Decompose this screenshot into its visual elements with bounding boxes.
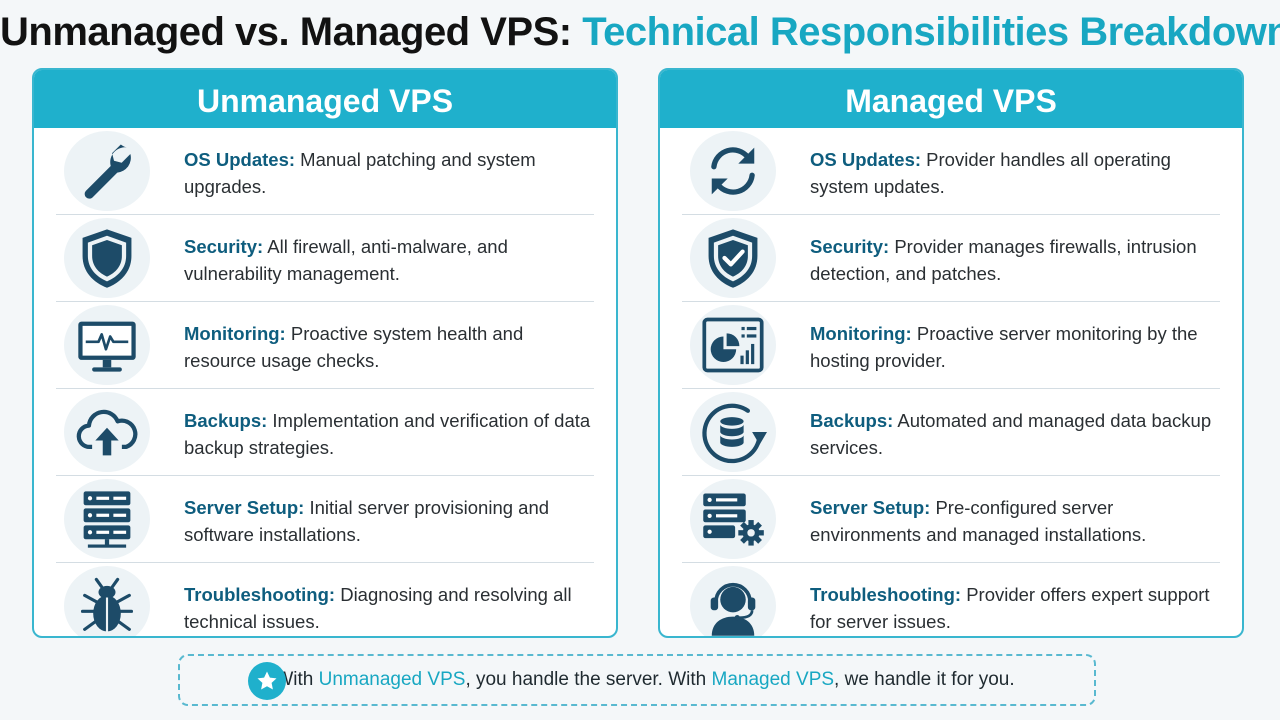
row-description: Initial server provisioning and software… <box>184 497 550 545</box>
row-title: OS Updates: <box>810 149 922 170</box>
row-title: Server Setup: <box>184 497 305 518</box>
row-title: Backups: <box>184 410 268 431</box>
dashboard-chart-icon <box>690 305 776 385</box>
page-title: Unmanaged vs. Managed VPS: Technical Res… <box>0 10 1280 55</box>
responsibility-row: Troubleshooting: Diagnosing and resolvin… <box>56 563 594 636</box>
server-rack-icon <box>64 479 150 559</box>
responsibility-row: Troubleshooting: Provider offers expert … <box>682 563 1220 636</box>
row-description: Manual patching and system upgrades. <box>184 149 536 197</box>
managed-panel: Managed VPS OS Updates: Provider handles… <box>658 68 1244 638</box>
star-icon <box>248 662 286 700</box>
responsibility-row: OS Updates: Manual patching and system u… <box>56 128 594 215</box>
row-title: Monitoring: <box>810 323 912 344</box>
unmanaged-panel: Unmanaged VPS OS Updates: Manual patchin… <box>32 68 618 638</box>
shield-check-icon <box>690 218 776 298</box>
row-description: Provider handles all operating system up… <box>810 149 1171 197</box>
responsibility-row: Security: All firewall, anti-malware, an… <box>56 215 594 302</box>
support-headset-icon <box>690 566 776 636</box>
summary-managed: Managed VPS <box>711 669 835 690</box>
row-title: Server Setup: <box>810 497 931 518</box>
row-description: Diagnosing and resolving all technical i… <box>184 584 572 632</box>
summary-middle: , you handle the server. With <box>465 669 707 690</box>
sync-arrows-icon <box>690 131 776 211</box>
responsibility-row: Monitoring: Proactive system health and … <box>56 302 594 389</box>
responsibility-row: Server Setup: Initial server provisionin… <box>56 476 594 563</box>
row-description: Proactive system health and resource usa… <box>184 323 524 371</box>
row-title: Monitoring: <box>184 323 286 344</box>
row-description: Implementation and verification of data … <box>184 410 591 458</box>
summary-unmanaged: Unmanaged VPS <box>318 669 466 690</box>
database-refresh-icon <box>690 392 776 472</box>
row-description: Proactive server monitoring by the hosti… <box>810 323 1198 371</box>
responsibility-row: Security: Provider manages firewalls, in… <box>682 215 1220 302</box>
responsibility-row: Monitoring: Proactive server monitoring … <box>682 302 1220 389</box>
row-title: Troubleshooting: <box>810 584 962 605</box>
wrench-icon <box>64 131 150 211</box>
server-gear-icon <box>690 479 776 559</box>
row-description: Provider offers expert support for serve… <box>810 584 1210 632</box>
cloud-upload-icon <box>64 392 150 472</box>
row-title: Backups: <box>810 410 894 431</box>
title-part-1: Unmanaged vs. Managed VPS: <box>0 10 572 54</box>
row-description: Automated and managed data backup servic… <box>810 410 1212 458</box>
title-part-2: Technical Responsibilities Breakdown <box>582 10 1280 54</box>
row-title: Security: <box>184 236 264 257</box>
row-title: Security: <box>810 236 890 257</box>
managed-header: Managed VPS <box>660 70 1242 128</box>
summary-suffix: , we handle it for you. <box>834 669 1015 690</box>
responsibility-row: Backups: Automated and managed data back… <box>682 389 1220 476</box>
shield-icon <box>64 218 150 298</box>
responsibility-row: Server Setup: Pre-configured server envi… <box>682 476 1220 563</box>
row-description: All firewall, anti-malware, and vulnerab… <box>184 236 508 284</box>
row-title: Troubleshooting: <box>184 584 336 605</box>
monitor-heartbeat-icon <box>64 305 150 385</box>
bug-icon <box>64 566 150 636</box>
unmanaged-header: Unmanaged VPS <box>34 70 616 128</box>
row-description: Provider manages firewalls, intrusion de… <box>810 236 1197 284</box>
responsibility-row: Backups: Implementation and verification… <box>56 389 594 476</box>
row-description: Pre-configured server environments and m… <box>810 497 1147 545</box>
summary-banner: With Unmanaged VPS, you handle the serve… <box>178 654 1096 706</box>
summary-text: With Unmanaged VPS, you handle the serve… <box>275 669 1014 691</box>
responsibility-row: OS Updates: Provider handles all operati… <box>682 128 1220 215</box>
row-title: OS Updates: <box>184 149 296 170</box>
